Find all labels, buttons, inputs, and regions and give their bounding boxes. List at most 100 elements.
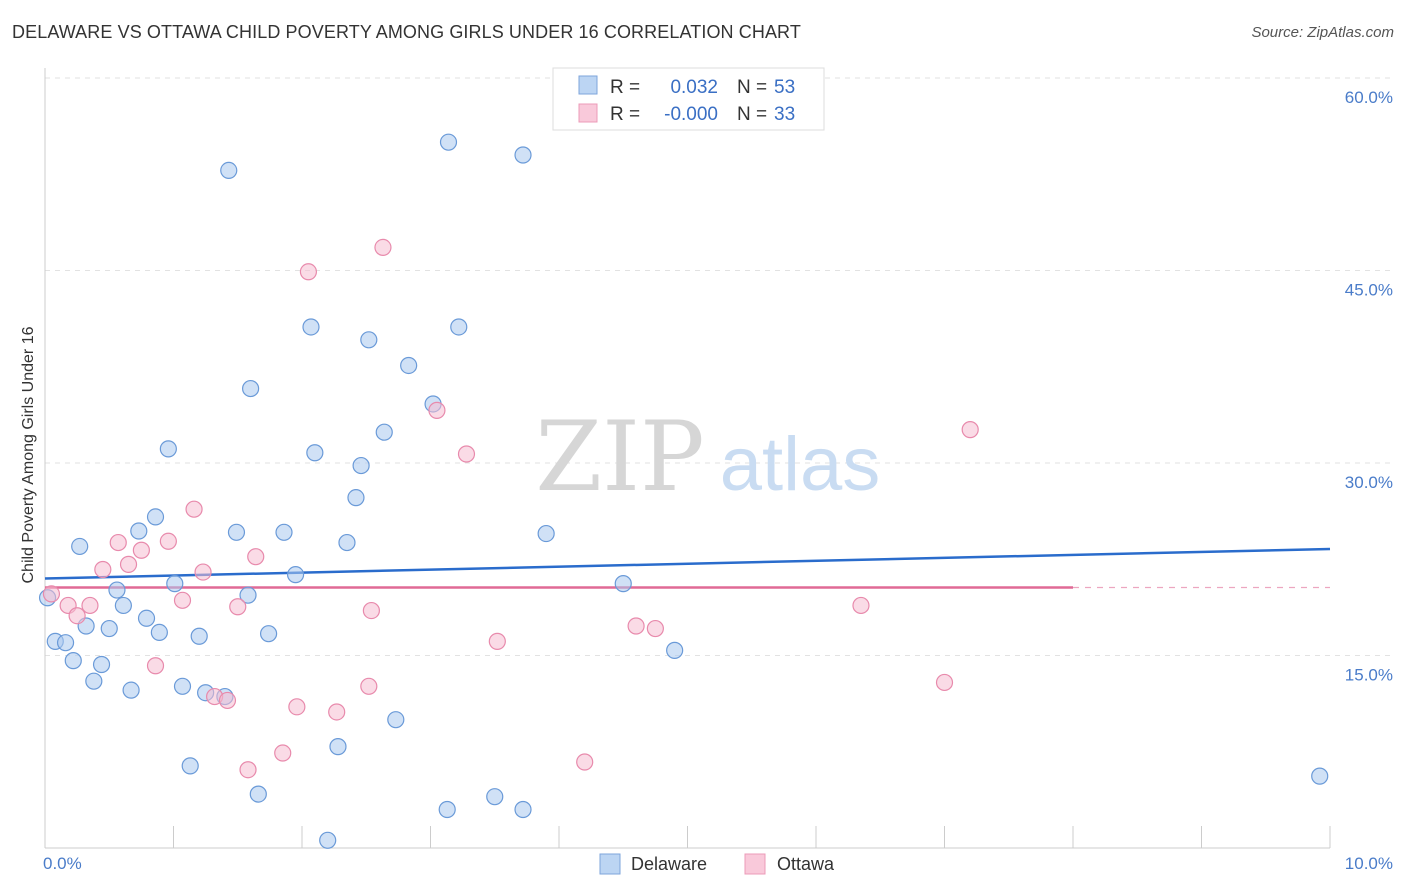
ottawa-point-22 bbox=[360, 677, 378, 695]
ottawa-point-29 bbox=[627, 617, 645, 635]
ottawa-point-27 bbox=[488, 632, 506, 650]
y-axis-label: Child Poverty Among Girls Under 16 bbox=[20, 326, 37, 583]
ottawa-point-15 bbox=[229, 598, 247, 616]
ottawa-point-16 bbox=[239, 761, 257, 779]
delaware-point-37 bbox=[400, 356, 418, 375]
delaware-point-26 bbox=[259, 625, 278, 643]
ottawa-point-7 bbox=[132, 541, 150, 559]
legend-n-label-2: N = bbox=[737, 104, 767, 125]
x-tick-label-0: 0.0% bbox=[43, 854, 82, 873]
x-tick-labels: 0.0% 10.0% bbox=[43, 854, 1393, 873]
ottawa-point-23 bbox=[362, 601, 380, 620]
delaware-point-23 bbox=[227, 523, 246, 541]
ottawa-point-11 bbox=[185, 500, 203, 518]
legend-r-value-1: 0.032 bbox=[670, 77, 718, 98]
bottom-legend-swatch-ottawa bbox=[744, 853, 766, 875]
ottawa-point-4 bbox=[94, 560, 112, 579]
delaware-point-39 bbox=[439, 133, 458, 151]
delaware-point-9 bbox=[108, 581, 126, 599]
y-tick-label-2: 45.0% bbox=[1345, 281, 1393, 300]
delaware-point-51 bbox=[329, 738, 347, 756]
delaware-point-41 bbox=[514, 146, 532, 164]
watermark-atlas: atlas bbox=[720, 422, 881, 507]
legend-r-value-2: -0.000 bbox=[664, 104, 718, 125]
ottawa-point-32 bbox=[935, 673, 954, 692]
delaware-point-29 bbox=[302, 318, 320, 336]
delaware-point-8 bbox=[100, 619, 118, 638]
y-tick-label-1: 30.0% bbox=[1345, 473, 1393, 492]
delaware-point-6 bbox=[85, 672, 103, 690]
delaware-point-19 bbox=[190, 627, 208, 645]
ottawa-point-24 bbox=[374, 238, 392, 256]
delaware-point-12 bbox=[130, 522, 148, 540]
legend-n-value-1: 53 bbox=[774, 77, 795, 98]
bottom-legend-ottawa: Ottawa bbox=[777, 854, 835, 874]
delaware-point-22 bbox=[220, 161, 238, 179]
ottawa-point-10 bbox=[173, 591, 192, 609]
delaware-point-35 bbox=[375, 423, 393, 441]
delaware-point-25 bbox=[242, 379, 260, 398]
ottawa-point-5 bbox=[109, 533, 127, 552]
legend-n-value-2: 33 bbox=[774, 104, 795, 125]
delaware-point-13 bbox=[137, 609, 156, 627]
ottawa-point-8 bbox=[146, 657, 165, 675]
ottawa-point-14 bbox=[218, 691, 237, 710]
ottawa-point-18 bbox=[274, 744, 292, 762]
legend-n-label-1: N = bbox=[737, 77, 767, 98]
delaware-point-31 bbox=[338, 533, 356, 552]
source-label: Source: ZipAtlas.com bbox=[1251, 24, 1394, 41]
x-tick-label-1: 10.0% bbox=[1345, 854, 1393, 873]
delaware-point-27 bbox=[275, 523, 293, 541]
watermark-zip: ZIP bbox=[535, 401, 704, 513]
delaware-trend-line bbox=[44, 547, 1331, 580]
y-tick-label-3: 60.0% bbox=[1345, 88, 1393, 107]
ottawa-point-33 bbox=[961, 421, 979, 439]
legend-r-label-2: R = bbox=[610, 104, 640, 125]
delaware-point-2 bbox=[56, 634, 75, 652]
delaware-point-47 bbox=[319, 831, 337, 849]
delaware-point-49 bbox=[486, 788, 504, 806]
ottawa-point-26 bbox=[457, 445, 476, 463]
delaware-point-45 bbox=[181, 757, 199, 775]
data-points bbox=[38, 133, 1329, 849]
ottawa-point-25 bbox=[428, 401, 446, 419]
delaware-point-50 bbox=[514, 800, 532, 819]
delaware-point-44 bbox=[666, 641, 684, 659]
delaware-point-40 bbox=[450, 318, 468, 336]
chart-title: DELAWARE VS OTTAWA CHILD POVERTY AMONG G… bbox=[12, 22, 801, 42]
delaware-point-33 bbox=[352, 456, 370, 475]
ottawa-point-9 bbox=[159, 532, 177, 550]
ottawa-point-30 bbox=[646, 619, 664, 638]
y-tick-labels: 15.0% 30.0% 45.0% 60.0% bbox=[1345, 88, 1393, 685]
legend-swatch-delaware bbox=[578, 75, 598, 95]
delaware-point-36 bbox=[387, 711, 405, 729]
ottawa-point-12 bbox=[194, 563, 212, 581]
ottawa-point-2 bbox=[68, 607, 86, 625]
watermark: ZIP atlas bbox=[535, 401, 880, 513]
axes bbox=[44, 68, 1331, 849]
delaware-point-4 bbox=[71, 537, 89, 556]
grid-lines bbox=[45, 77, 1395, 656]
delaware-point-46 bbox=[249, 785, 267, 803]
ottawa-point-21 bbox=[328, 703, 346, 721]
top-legend: R = 0.032 N = 53 R = -0.000 N = 33 bbox=[552, 67, 825, 131]
ottawa-point-20 bbox=[299, 263, 318, 281]
ottawa-point-31 bbox=[852, 596, 870, 615]
legend-r-label-1: R = bbox=[610, 77, 640, 98]
ottawa-point-17 bbox=[247, 548, 265, 566]
delaware-point-28 bbox=[286, 566, 305, 584]
ottawa-point-19 bbox=[288, 698, 306, 716]
legend-swatch-ottawa bbox=[578, 103, 598, 123]
delaware-point-42 bbox=[537, 524, 555, 543]
delaware-point-32 bbox=[347, 489, 365, 507]
delaware-point-7 bbox=[92, 655, 111, 674]
delaware-point-43 bbox=[614, 575, 632, 593]
y-tick-label-0: 15.0% bbox=[1345, 666, 1393, 685]
ottawa-point-28 bbox=[576, 753, 594, 771]
delaware-point-16 bbox=[159, 440, 177, 458]
delaware-point-17 bbox=[166, 575, 184, 593]
delaware-point-11 bbox=[122, 681, 140, 699]
delaware-point-10 bbox=[114, 596, 132, 615]
delaware-point-14 bbox=[146, 508, 165, 526]
